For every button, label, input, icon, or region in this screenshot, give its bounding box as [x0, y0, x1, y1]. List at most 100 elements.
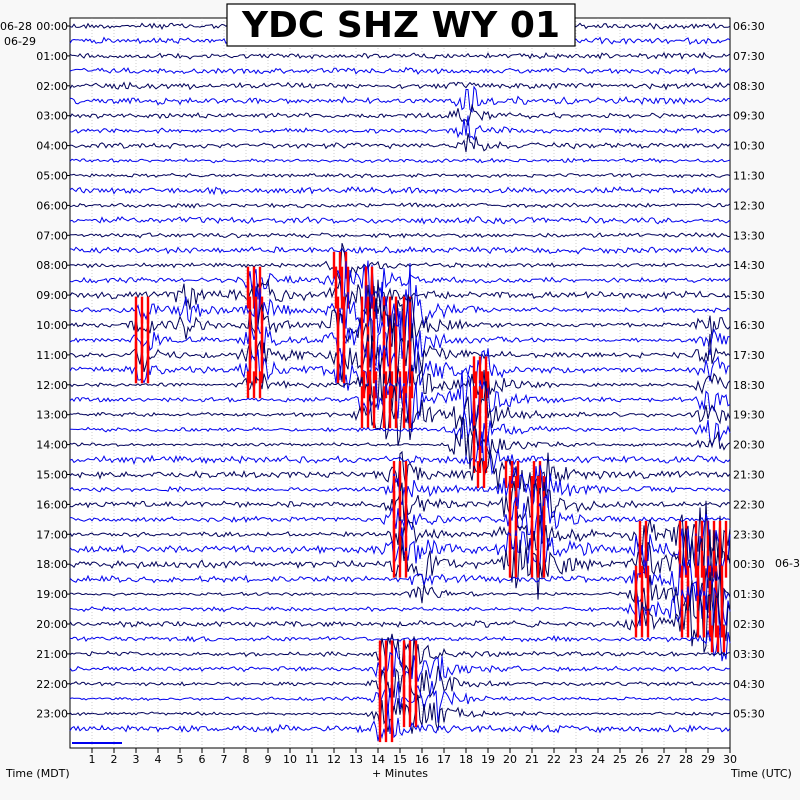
clip-mark-row-16	[332, 251, 336, 279]
clip-mark-row-23	[146, 356, 150, 384]
clip-mark-row-22	[388, 341, 392, 369]
clip-mark-row-17	[346, 266, 350, 294]
clip-mark-row-34	[706, 520, 710, 548]
clip-mark-row-22	[254, 341, 258, 369]
left-hour-label-06:00: 06:00	[36, 199, 68, 212]
clip-mark-row-40	[696, 610, 700, 638]
trace-row-6	[69, 103, 731, 127]
clip-mark-row-31	[392, 475, 396, 503]
right-hour-label-15:30: 15:30	[733, 289, 765, 302]
chart-title: YDC SHZ WY 01	[241, 5, 560, 46]
right-hour-label-11:30: 11:30	[733, 170, 765, 183]
clip-mark-row-37	[702, 565, 706, 593]
clip-mark-row-34	[638, 520, 642, 548]
left-time-labels: 00:00 01:00 02:00 03:00 04:00 05:00 06:00 07:00…	[36, 20, 70, 721]
clip-mark-row-39	[680, 595, 684, 623]
clip-mark-row-22	[372, 341, 376, 369]
clip-mark-row-19	[372, 296, 376, 324]
clip-mark-row-35	[514, 535, 518, 563]
clip-mark-row-36	[700, 550, 704, 578]
clip-mark-row-35	[508, 535, 512, 563]
clip-mark-row-22	[394, 341, 398, 369]
clip-mark-row-43	[414, 655, 418, 683]
clip-mark-row-19	[402, 296, 406, 324]
trace-row-14	[69, 232, 730, 239]
clip-mark-row-30	[510, 461, 514, 488]
clip-mark-row-38	[686, 580, 690, 608]
clip-mark-row-24	[368, 371, 372, 399]
clip-mark-row-22	[402, 341, 406, 369]
clip-mark-row-44	[378, 670, 382, 698]
clip-mark-row-36	[712, 550, 716, 578]
clip-mark-row-24	[474, 371, 478, 399]
clip-mark-row-33	[514, 505, 518, 533]
trace-row-26	[69, 381, 731, 446]
clip-mark-row-42	[414, 640, 418, 668]
clip-mark-row-30	[504, 461, 508, 488]
clip-mark-row-41	[716, 625, 720, 653]
clip-mark-row-43	[402, 655, 406, 683]
clip-mark-row-30	[398, 461, 402, 488]
clip-mark-row-31	[404, 475, 408, 503]
left-hour-label-12:00: 12:00	[36, 379, 68, 392]
right-hour-label-05:30: 05:30	[733, 708, 765, 721]
clip-mark-row-35	[542, 535, 546, 563]
clip-mark-row-35	[724, 535, 728, 563]
clip-mark-row-23	[342, 356, 346, 384]
clip-mark-row-39	[640, 595, 644, 623]
trace-row-12	[69, 202, 731, 209]
trace-row-18	[69, 278, 731, 319]
clip-mark-row-26	[402, 401, 406, 429]
clip-mark-row-30	[538, 461, 542, 488]
trace-row-10	[69, 172, 731, 179]
clip-mark-row-21	[140, 326, 144, 354]
clip-mark-row-19	[394, 296, 398, 324]
trace-row-41	[69, 630, 731, 662]
left-hour-label-16:00: 16:00	[36, 498, 68, 511]
clip-mark-row-40	[634, 610, 638, 638]
clip-mark-row-46	[384, 700, 388, 728]
right-hour-label-14:30: 14:30	[733, 259, 765, 272]
clip-mark-row-33	[392, 505, 396, 533]
clip-mark-row-24	[480, 371, 484, 399]
clip-mark-row-39	[702, 595, 706, 623]
right-hour-label-19:30: 19:30	[733, 409, 765, 422]
trace-row-42	[69, 633, 731, 676]
clip-mark-row-42	[384, 640, 388, 668]
clip-mark-row-39	[708, 595, 712, 623]
clip-mark-row-40	[720, 610, 724, 638]
clip-mark-row-43	[390, 655, 394, 683]
left-hour-label-20:00: 20:00	[36, 618, 68, 631]
clip-mark-row-39	[686, 595, 690, 623]
clip-mark-row-26	[478, 401, 482, 429]
clip-mark-row-17	[252, 266, 256, 294]
clip-mark-row-36	[398, 550, 402, 578]
clip-mark-row-23	[402, 356, 406, 384]
clip-mark-row-20	[402, 311, 406, 339]
left-hour-label-05:00: 05:00	[36, 170, 68, 183]
clip-mark-row-23	[336, 356, 340, 384]
clip-mark-row-19	[260, 296, 264, 324]
trace-row-38	[70, 564, 731, 633]
right-hour-label-23:30: 23:30	[733, 528, 765, 541]
trace-row-21	[69, 303, 731, 377]
right-hour-label-18:30: 18:30	[733, 379, 765, 392]
clip-mark-row-21	[382, 326, 386, 354]
clip-mark-row-23	[260, 356, 264, 384]
x-tick-label-10: 10	[283, 753, 297, 766]
clip-mark-row-34	[678, 520, 682, 548]
clip-mark-row-37	[634, 565, 638, 593]
trace-row-13	[69, 216, 731, 225]
clip-mark-row-37	[646, 565, 650, 593]
clip-mark-row-22	[408, 341, 412, 369]
clip-mark-row-38	[696, 580, 700, 608]
clip-mark-row-46	[408, 700, 412, 728]
clip-mark-row-25	[388, 386, 392, 414]
clip-mark-row-30	[532, 461, 536, 488]
clip-mark-row-40	[680, 610, 684, 638]
trace-row-2	[69, 51, 731, 60]
clip-mark-row-26	[366, 401, 370, 429]
clip-mark-row-21	[254, 326, 258, 354]
trace-row-3	[69, 66, 731, 75]
right-hour-label-07:30: 07:30	[733, 50, 765, 63]
